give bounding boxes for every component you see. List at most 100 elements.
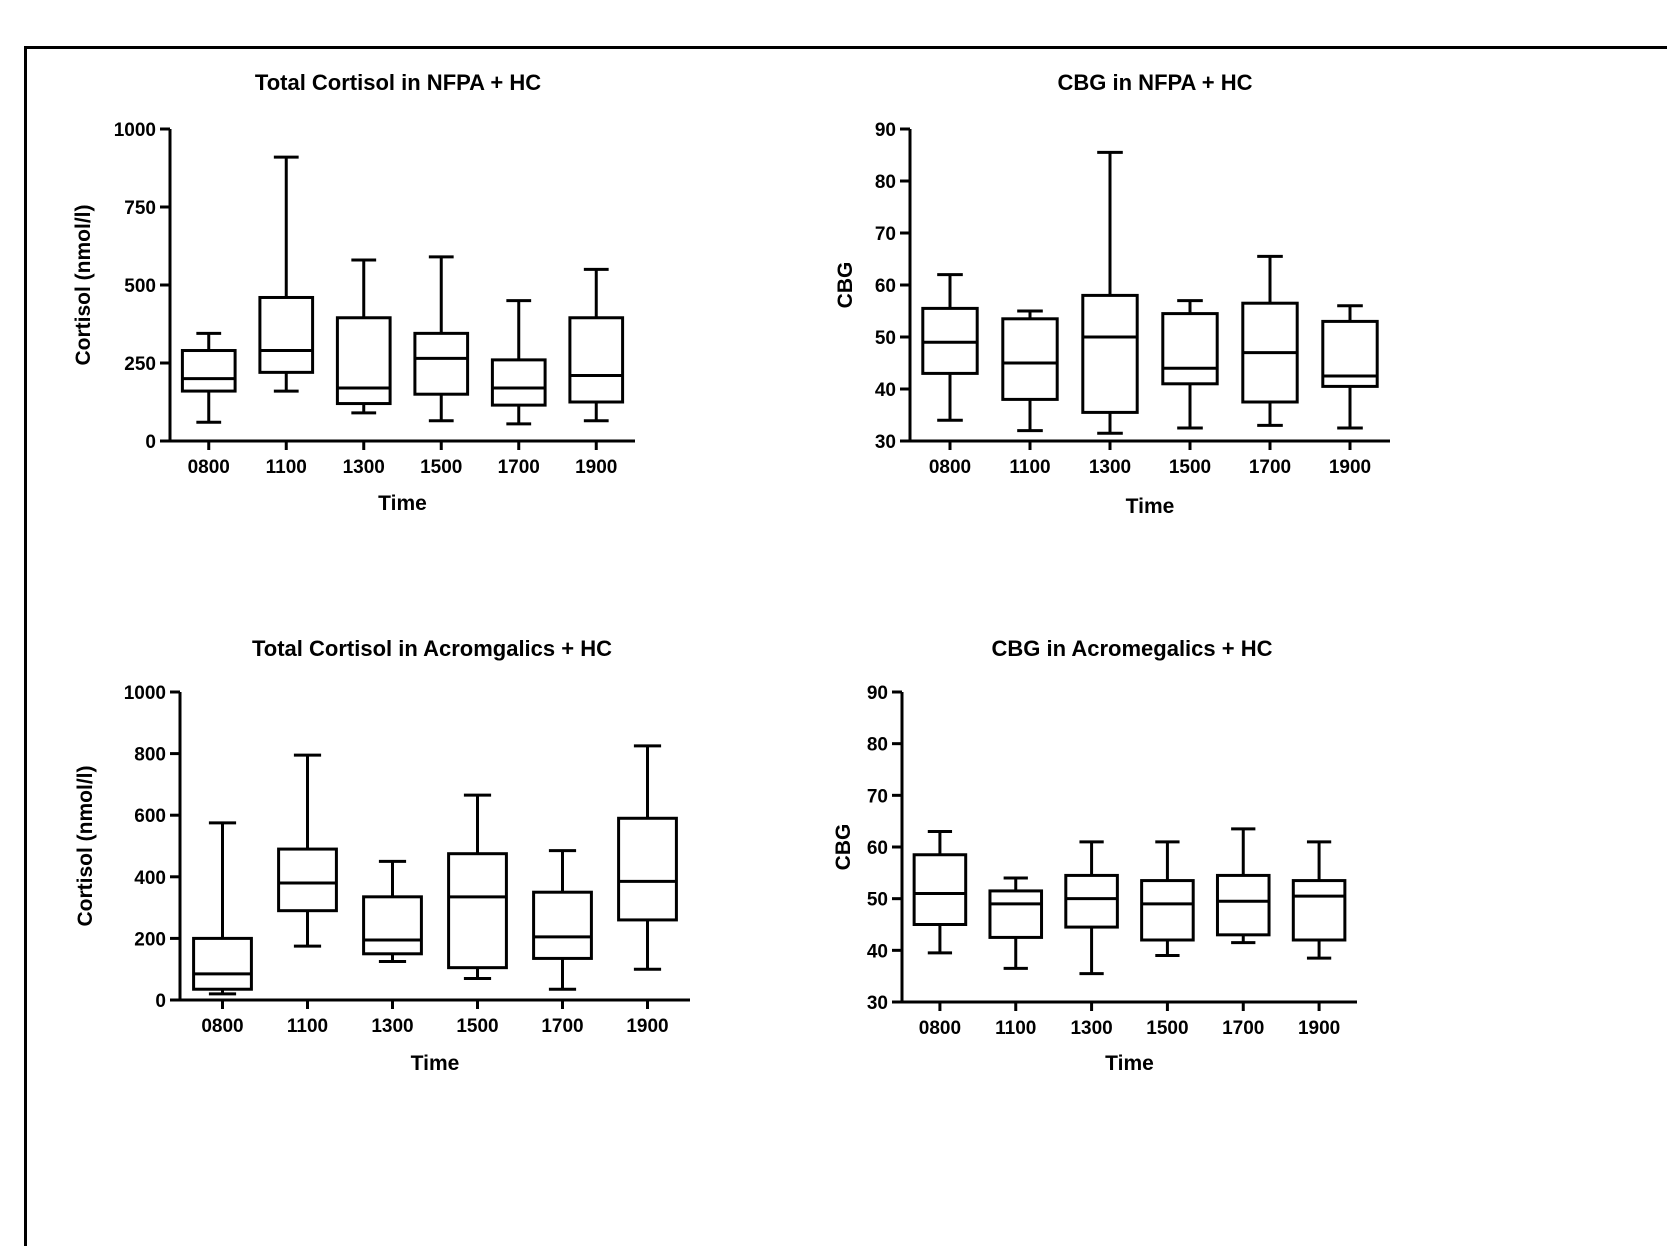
box-0800: [921, 273, 979, 422]
y-tick-label: 40: [867, 941, 888, 962]
x-tick-label: 1500: [456, 1016, 498, 1037]
x-tick-label: 1500: [1146, 1018, 1188, 1039]
box-0800: [192, 821, 253, 996]
y-tick-label: 0: [145, 432, 156, 453]
x-tick-label: 1900: [626, 1016, 668, 1037]
box-1700: [1215, 827, 1271, 945]
chart-title: CBG in Acromegalics + HC: [992, 636, 1273, 661]
chart-title: Total Cortisol in NFPA + HC: [255, 70, 541, 95]
iqr-box: [1291, 879, 1347, 942]
y-tick-label: 600: [134, 806, 166, 827]
box-1900: [617, 744, 678, 971]
chart-3: Total Cortisol in Acromgalics + HC 0 200 40…: [74, 636, 690, 1075]
x-tick-label: 1100: [1009, 457, 1050, 478]
x-tick-label: 1300: [1089, 457, 1131, 478]
chart-4: CBG in Acromegalics + HC 30 40 50 60 70 80 90 08…: [832, 636, 1357, 1075]
x-tick-label: 1700: [498, 457, 540, 478]
iqr-box: [335, 316, 392, 406]
iqr-box: [1215, 873, 1271, 937]
x-tick-label: 1900: [1329, 457, 1371, 478]
figure-frame: [24, 46, 1667, 1246]
x-tick-label: 1100: [287, 1016, 328, 1037]
chart-title: Total Cortisol in Acromgalics + HC: [252, 636, 612, 661]
y-tick-label: 90: [875, 120, 896, 141]
x-tick-label: 1700: [1222, 1018, 1264, 1039]
y-tick-label: 250: [124, 354, 156, 375]
y-tick-label: 1000: [114, 120, 156, 141]
y-tick-label: 0: [155, 991, 166, 1012]
x-tick-label: 0800: [188, 457, 230, 478]
y-tick-label: 200: [134, 929, 166, 950]
y-axis-label: Cortisol (nmol/l): [72, 205, 95, 366]
iqr-box: [192, 936, 253, 991]
x-axis-label: Time: [1105, 1052, 1154, 1075]
iqr-box: [447, 852, 508, 970]
y-tick-label: 500: [124, 276, 156, 297]
y-tick-label: 800: [134, 745, 166, 766]
box-1100: [258, 155, 315, 393]
box-1100: [1001, 309, 1059, 433]
box-1100: [988, 876, 1044, 970]
box-1500: [1140, 840, 1195, 957]
x-tick-label: 0800: [929, 457, 971, 478]
chart-title: CBG in NFPA + HC: [1058, 70, 1253, 95]
x-axis-label: Time: [1126, 495, 1175, 518]
iqr-box: [362, 895, 423, 956]
y-tick-label: 80: [875, 172, 896, 193]
box-1700: [1241, 254, 1299, 427]
x-tick-label: 1300: [1070, 1018, 1112, 1039]
box-1100: [277, 753, 338, 948]
box-0800: [180, 331, 237, 424]
iqr-box: [912, 853, 968, 926]
box-1300: [1064, 840, 1119, 976]
iqr-box: [988, 889, 1044, 939]
box-1700: [490, 299, 547, 426]
iqr-box: [1081, 293, 1139, 414]
iqr-box: [568, 316, 625, 404]
box-0800: [912, 830, 968, 955]
x-tick-label: 1300: [371, 1016, 413, 1037]
box-1500: [1161, 299, 1219, 430]
x-tick-label: 1500: [1169, 457, 1211, 478]
y-tick-label: 50: [875, 328, 896, 349]
x-axis-label: Time: [411, 1052, 460, 1075]
x-tick-label: 1300: [343, 457, 385, 478]
y-tick-label: 90: [867, 683, 888, 704]
y-axis-label: CBG: [834, 262, 857, 309]
x-tick-label: 1700: [541, 1016, 583, 1037]
iqr-box: [277, 847, 338, 913]
y-tick-label: 60: [867, 838, 888, 859]
x-tick-label: 0800: [919, 1018, 961, 1039]
iqr-box: [1064, 873, 1119, 929]
y-tick-label: 750: [124, 198, 156, 219]
iqr-box: [258, 295, 315, 374]
y-tick-label: 80: [867, 735, 888, 756]
y-tick-label: 30: [875, 432, 896, 453]
chart-1: Total Cortisol in NFPA + HC 0 250 500 750 100…: [72, 70, 635, 515]
iqr-box: [413, 331, 470, 396]
y-tick-label: 60: [875, 276, 896, 297]
x-tick-label: 1900: [575, 457, 617, 478]
iqr-box: [1161, 312, 1219, 386]
iqr-box: [617, 816, 678, 922]
box-1300: [335, 258, 392, 415]
y-tick-label: 30: [867, 993, 888, 1014]
x-tick-label: 1100: [995, 1018, 1036, 1039]
iqr-box: [180, 349, 237, 393]
charts-canvas: Total Cortisol in NFPA + HC0250500750100…: [72, 70, 1390, 1075]
box-1900: [1321, 304, 1379, 430]
y-axis-label: CBG: [832, 824, 855, 871]
x-tick-label: 1900: [1298, 1018, 1340, 1039]
y-tick-label: 400: [134, 868, 166, 889]
iqr-box: [532, 890, 593, 960]
y-tick-label: 70: [875, 224, 896, 245]
y-tick-label: 50: [867, 890, 888, 911]
iqr-box: [1140, 879, 1195, 942]
x-axis-label: Time: [378, 492, 427, 515]
box-1300: [1081, 150, 1139, 435]
iqr-box: [1001, 317, 1059, 401]
y-axis-label: Cortisol (nmol/l): [74, 766, 97, 927]
x-tick-label: 1700: [1249, 457, 1291, 478]
y-tick-label: 40: [875, 380, 896, 401]
box-1300: [362, 859, 423, 963]
